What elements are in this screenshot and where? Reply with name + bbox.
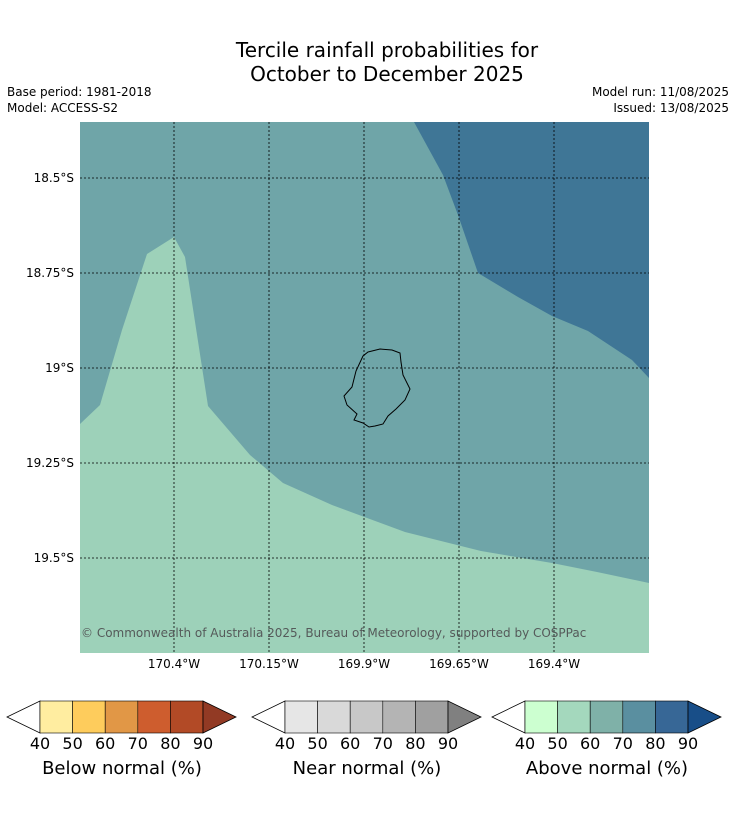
colorbar-cell bbox=[589, 700, 624, 734]
lon-label-170-15: 170.15°W bbox=[239, 657, 299, 671]
tick: 60 bbox=[340, 734, 361, 753]
lat-label-19-5: 19.5°S bbox=[33, 551, 74, 565]
tick: 70 bbox=[372, 734, 393, 753]
lat-label-18-75: 18.75°S bbox=[26, 266, 74, 280]
colorbar-cell bbox=[170, 700, 204, 734]
zone-above-70 bbox=[414, 122, 649, 378]
colorbar-over-arrow bbox=[202, 700, 237, 734]
title-line-1: Tercile rainfall probabilities for bbox=[235, 38, 539, 62]
colorbar-cell bbox=[72, 700, 106, 734]
tick: 80 bbox=[405, 734, 426, 753]
colorbar-cell bbox=[524, 700, 558, 734]
colorbar-cell bbox=[284, 700, 318, 734]
colorbar-cell bbox=[622, 700, 656, 734]
colorbar-over-arrow bbox=[687, 700, 722, 734]
tick: 40 bbox=[274, 734, 296, 753]
tick: 90 bbox=[192, 734, 214, 753]
meta-right: Model run: 11/08/2025 Issued: 13/08/2025 bbox=[592, 84, 729, 116]
meta-left: Base period: 1981-2018 Model: ACCESS-S2 bbox=[7, 84, 152, 116]
colorbar-cell bbox=[349, 700, 384, 734]
colorbar-label: Near normal (%) bbox=[292, 758, 442, 779]
colorbar-cell bbox=[317, 700, 351, 734]
lat-label-18-5: 18.5°S bbox=[33, 171, 74, 185]
colorbar-under-arrow bbox=[251, 700, 286, 734]
colorbar-swatches bbox=[251, 700, 482, 734]
tick: 60 bbox=[95, 734, 116, 753]
tick: 90 bbox=[677, 734, 699, 753]
lon-label-169-65: 169.65°W bbox=[429, 657, 489, 671]
colorbar-ticks: 40 50 60 70 80 90 bbox=[251, 734, 483, 754]
lat-label-19: 19°S bbox=[45, 361, 74, 375]
colorbar-label: Above normal (%) bbox=[525, 758, 689, 779]
model-run: Model run: 11/08/2025 bbox=[591, 85, 729, 99]
title-line-2: October to December 2025 bbox=[250, 62, 524, 86]
zone-above-50 bbox=[80, 237, 649, 653]
map-title: Tercile rainfall probabilities for Octob… bbox=[0, 38, 736, 86]
tick: 50 bbox=[62, 734, 83, 753]
colorbar-over-arrow bbox=[447, 700, 482, 734]
colorbar-cell bbox=[104, 700, 139, 734]
colorbar-cell bbox=[39, 700, 73, 734]
colorbar-ticks: 40 50 60 70 80 90 bbox=[491, 734, 723, 754]
base-period: Base period: 1981-2018 bbox=[7, 85, 152, 99]
colorbar-above-normal: 40 50 60 70 80 90 Above normal (%) bbox=[491, 700, 723, 779]
tick: 40 bbox=[514, 734, 536, 753]
issued-date: Issued: 13/08/2025 bbox=[613, 101, 729, 115]
tick: 40 bbox=[29, 734, 51, 753]
colorbar-under-arrow bbox=[491, 700, 526, 734]
colorbar-swatches bbox=[6, 700, 237, 734]
lon-label-169-4: 169.4°W bbox=[527, 657, 581, 671]
model-name: Model: ACCESS-S2 bbox=[7, 101, 119, 115]
colorbar-cell bbox=[415, 700, 449, 734]
colorbar-cell bbox=[137, 700, 171, 734]
tick: 60 bbox=[580, 734, 601, 753]
tick: 80 bbox=[645, 734, 666, 753]
tick: 50 bbox=[307, 734, 328, 753]
copyright-credit: © Commonwealth of Australia 2025, Bureau… bbox=[81, 626, 587, 640]
niue-coastline bbox=[343, 348, 411, 428]
tick: 80 bbox=[160, 734, 181, 753]
colorbar-ticks: 40 50 60 70 80 90 bbox=[6, 734, 238, 754]
lat-label-19-25: 19.25°S bbox=[26, 456, 74, 470]
lon-label-169-9: 169.9°W bbox=[337, 657, 391, 671]
colorbar-cell bbox=[655, 700, 689, 734]
colorbar-below-normal: 40 50 60 70 80 90 Below normal (%) bbox=[6, 700, 238, 779]
colorbar-swatches bbox=[491, 700, 722, 734]
colorbar-cell bbox=[382, 700, 416, 734]
graticule bbox=[80, 122, 649, 653]
tick: 70 bbox=[127, 734, 148, 753]
tick: 90 bbox=[437, 734, 459, 753]
lon-label-170-4: 170.4°W bbox=[147, 657, 201, 671]
colorbar-under-arrow bbox=[6, 700, 41, 734]
tick: 50 bbox=[547, 734, 568, 753]
colorbar-cell bbox=[557, 700, 591, 734]
colorbar-label: Below normal (%) bbox=[42, 758, 202, 779]
colorbar-near-normal: 40 50 60 70 80 90 Near normal (%) bbox=[251, 700, 483, 779]
tick: 70 bbox=[612, 734, 633, 753]
